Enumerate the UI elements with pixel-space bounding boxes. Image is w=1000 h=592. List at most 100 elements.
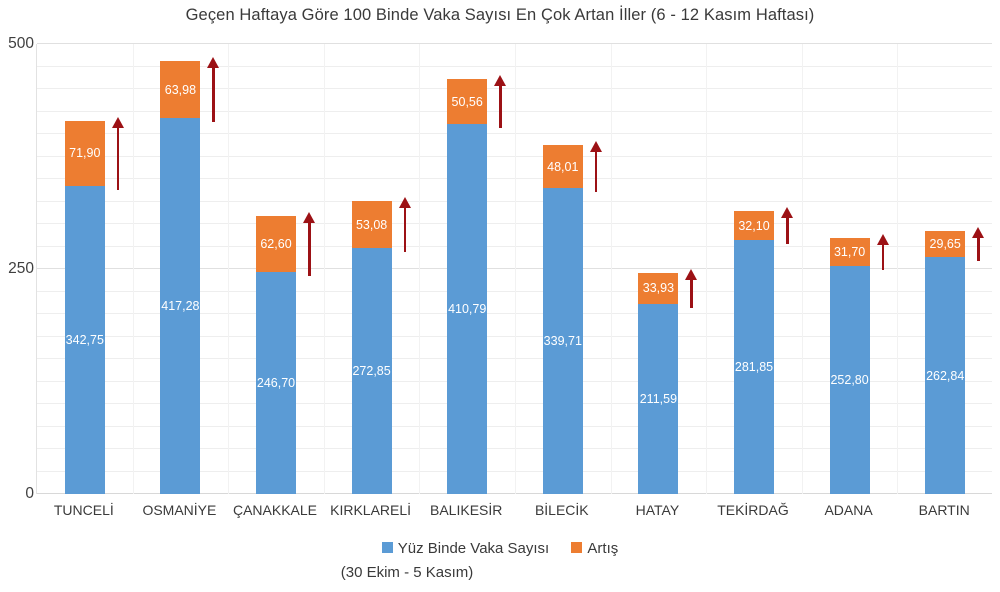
increase-arrow-icon (876, 233, 890, 271)
bar-segment-base[interactable]: 272,85 (351, 248, 392, 494)
bar-segment-increase[interactable]: 50,56 (447, 78, 488, 125)
x-axis-label-osmani̇ye: OSMANİYE (142, 502, 217, 518)
legend-label-base-line2: (30 Ekim - 5 Kasım) (340, 564, 474, 581)
arrow-shaft (881, 242, 885, 271)
legend-label-base: Yüz Binde Vaka Sayısı (397, 540, 550, 557)
bar-segment-base[interactable]: 246,70 (256, 271, 296, 494)
bar-value-label-increase: 48,01 (547, 159, 579, 174)
arrow-shaft (594, 150, 598, 193)
x-axis-label-adana: ADANA (824, 502, 873, 518)
y-axis-label: 0 (25, 485, 34, 502)
bar-segment-increase[interactable]: 29,65 (925, 230, 966, 258)
bar-segment-base[interactable]: 281,85 (734, 240, 774, 494)
bar-value-label-increase: 71,90 (69, 146, 101, 161)
gridline (37, 268, 992, 269)
bar-segment-base[interactable]: 252,80 (829, 266, 870, 494)
increase-arrow-icon (589, 141, 603, 193)
x-axis-label-balikesi̇r: BALIKESİR (430, 502, 503, 518)
arrow-head (589, 141, 602, 153)
arrow-head (111, 116, 124, 128)
arrow-head (303, 211, 315, 223)
gridline (37, 425, 992, 427)
gridline (37, 245, 992, 247)
category-gridline (323, 44, 325, 494)
bar-value-label-base: 281,85 (734, 360, 774, 375)
bar-stack[interactable]: 246,70 62,60 (256, 215, 296, 494)
bar-stack[interactable]: 410,79 50,56 (447, 78, 488, 494)
gridline (37, 380, 992, 382)
bar-stack[interactable]: 262,84 29,65 (925, 230, 966, 494)
arrow-shaft (499, 83, 502, 129)
category-gridline (228, 44, 230, 494)
x-axis-label-bartin: BARTIN (918, 502, 970, 518)
bar-segment-increase[interactable]: 31,70 (829, 237, 870, 267)
gridline (37, 448, 992, 449)
bar-segment-increase[interactable]: 63,98 (160, 60, 201, 119)
legend-item-base[interactable]: Yüz Binde Vaka Sayısı (381, 540, 550, 557)
gridline (37, 65, 992, 67)
bar-stack[interactable]: 342,75 71,90 (64, 120, 105, 494)
bar-segment-increase[interactable]: 62,60 (256, 215, 296, 272)
bar-stack[interactable]: 211,59 33,93 (638, 273, 679, 494)
x-axis-label-teki̇rdağ: TEKİRDAĞ (717, 502, 789, 518)
bar-segment-base[interactable]: 262,84 (925, 257, 966, 494)
gridline (37, 313, 992, 314)
x-axis-label-kirklareli̇: KIRKLARELİ (330, 502, 412, 518)
arrow-head (972, 226, 985, 238)
increase-arrow-icon (971, 226, 985, 262)
category-gridline (610, 44, 612, 494)
arrow-shaft (977, 235, 980, 262)
category-gridline (897, 44, 899, 494)
bar-value-label-base: 211,59 (639, 391, 678, 406)
bar-value-label-increase: 53,08 (355, 217, 388, 232)
legend-item-increase[interactable]: Artış (571, 540, 618, 557)
bar-stack[interactable]: 339,71 48,01 (542, 145, 583, 494)
increase-arrow-icon (780, 207, 794, 245)
bar-stack[interactable]: 272,85 53,08 (351, 200, 392, 494)
bar-segment-increase[interactable]: 53,08 (351, 200, 392, 249)
increase-arrow-icon (684, 269, 698, 308)
bar-value-label-increase: 31,70 (833, 245, 866, 260)
bar-stack[interactable]: 281,85 32,10 (734, 211, 774, 494)
bar-segment-base[interactable]: 417,28 (160, 118, 201, 494)
bar-segment-base[interactable]: 342,75 (64, 185, 105, 494)
y-axis-label: 500 (8, 35, 34, 52)
gridline (37, 200, 992, 202)
gridline (37, 110, 992, 112)
bar-segment-base[interactable]: 211,59 (638, 303, 679, 494)
gridline (37, 403, 992, 404)
increase-arrow-icon (111, 116, 125, 190)
category-gridline (419, 44, 421, 494)
arrow-head (876, 233, 889, 245)
gridline (37, 223, 992, 224)
arrow-head (207, 56, 220, 68)
bar-segment-increase[interactable]: 71,90 (64, 120, 105, 186)
legend-swatch-increase-icon (571, 542, 583, 553)
bar-value-label-increase: 32,10 (738, 218, 770, 233)
gridline (37, 88, 992, 89)
bar-stack[interactable]: 252,80 31,70 (829, 237, 870, 494)
bar-stack[interactable]: 417,28 63,98 (160, 60, 201, 494)
gridline (37, 155, 992, 157)
bar-segment-increase[interactable]: 32,10 (734, 211, 774, 241)
bar-segment-increase[interactable]: 33,93 (638, 273, 679, 304)
x-axis-label-hatay: HATAY (635, 502, 680, 518)
legend-swatch-base-icon (381, 542, 393, 553)
gridline (37, 358, 992, 359)
bar-segment-increase[interactable]: 48,01 (542, 145, 583, 189)
arrow-head (398, 196, 411, 208)
chart-legend-subline: (30 Ekim - 5 Kasım) (0, 564, 1000, 581)
bar-value-label-increase: 62,60 (260, 236, 292, 251)
increase-arrow-icon (398, 196, 412, 253)
category-gridline (132, 44, 134, 494)
bar-segment-base[interactable]: 339,71 (542, 188, 583, 494)
arrow-shaft (690, 278, 693, 308)
gridline (37, 335, 992, 337)
bar-value-label-base: 272,85 (352, 364, 391, 379)
bar-value-label-base: 342,75 (65, 332, 104, 347)
bar-value-label-base: 252,80 (830, 373, 869, 388)
bar-segment-base[interactable]: 410,79 (447, 124, 488, 494)
category-gridline (706, 44, 708, 494)
category-gridline (801, 44, 803, 494)
